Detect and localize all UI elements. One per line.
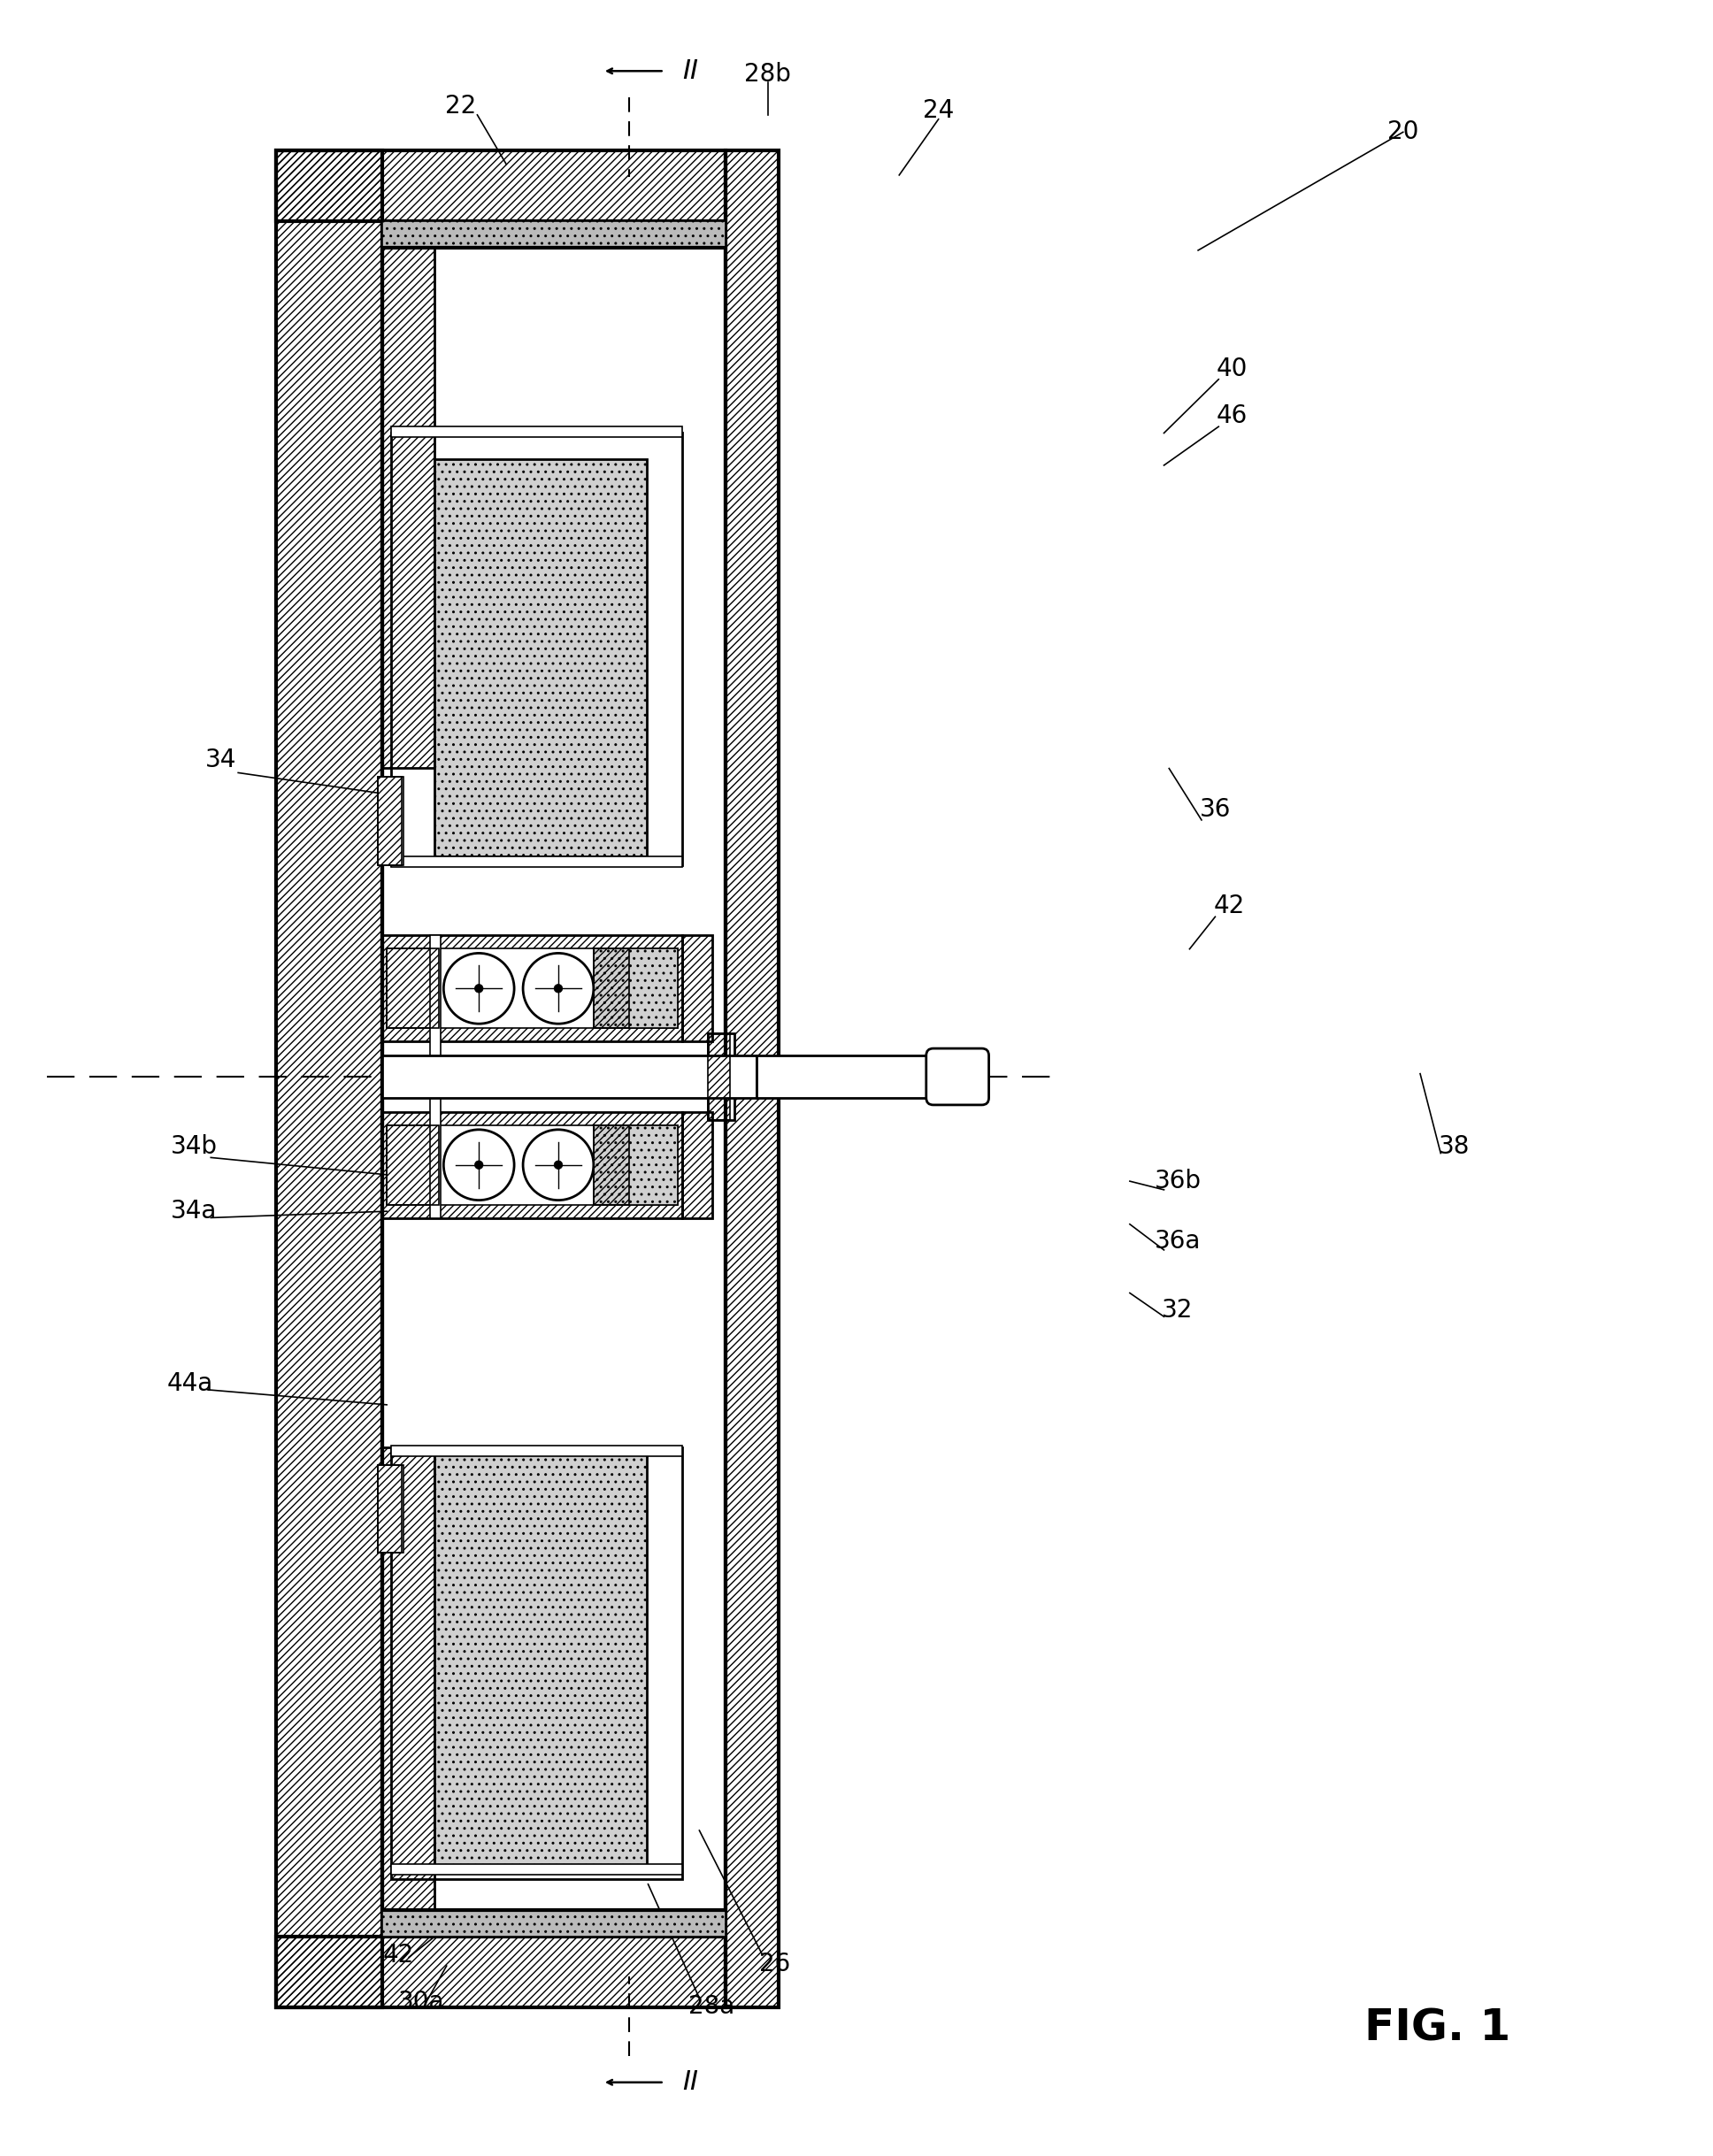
Bar [726, 151, 779, 2007]
Bar [430, 936, 440, 1218]
Bar [382, 248, 726, 1910]
Bar [382, 1910, 726, 1936]
Text: 28b: 28b [743, 63, 791, 86]
Bar [382, 1056, 757, 1097]
Bar [435, 459, 646, 856]
Text: 44a: 44a [168, 1371, 214, 1395]
Bar [391, 427, 682, 438]
Text: 30a: 30a [397, 1990, 444, 2016]
Bar [377, 776, 403, 865]
Bar [707, 1033, 730, 1119]
Bar [594, 949, 629, 1028]
Bar [594, 1125, 629, 1205]
Text: 38: 38 [1439, 1134, 1470, 1160]
Bar [276, 1936, 726, 2007]
Bar [594, 1125, 677, 1205]
Bar [382, 1447, 435, 1910]
Text: 34: 34 [206, 748, 236, 772]
Bar [391, 856, 682, 867]
Text: 22: 22 [445, 95, 476, 119]
Bar [435, 1447, 646, 1871]
Text: 32: 32 [1161, 1298, 1194, 1322]
Bar [594, 949, 677, 1028]
Bar [382, 248, 726, 1910]
FancyBboxPatch shape [927, 1048, 988, 1104]
Bar [391, 1447, 682, 1880]
Text: 40: 40 [1216, 356, 1249, 382]
Bar [391, 1445, 682, 1455]
Circle shape [522, 1130, 594, 1201]
Text: 42: 42 [1213, 893, 1244, 918]
Text: 42: 42 [384, 1943, 415, 1968]
Text: 34b: 34b [170, 1134, 218, 1160]
Circle shape [522, 953, 594, 1024]
Text: 20: 20 [1388, 121, 1418, 144]
Circle shape [475, 1160, 483, 1169]
Bar [377, 1464, 404, 1552]
Bar [385, 949, 677, 1028]
Text: 28a: 28a [689, 1994, 735, 2020]
Bar [385, 949, 439, 1028]
Bar [385, 1125, 439, 1205]
Bar [276, 151, 382, 2007]
Circle shape [475, 985, 483, 992]
Bar [382, 220, 726, 248]
Bar [382, 936, 682, 1041]
Bar [707, 1033, 735, 1119]
Bar [391, 1865, 682, 1876]
Bar [377, 1464, 403, 1552]
Text: 24: 24 [923, 99, 954, 123]
Bar [391, 433, 682, 865]
Bar [682, 1112, 713, 1218]
Bar [682, 936, 713, 1041]
Bar [377, 776, 404, 865]
Circle shape [553, 985, 562, 992]
Bar [382, 248, 435, 768]
Text: 36b: 36b [1155, 1169, 1201, 1194]
Text: 46: 46 [1216, 403, 1247, 429]
Bar [385, 1125, 677, 1205]
Text: FIG. 1: FIG. 1 [1364, 2007, 1511, 2050]
Text: 34a: 34a [171, 1199, 218, 1225]
Text: II: II [683, 58, 699, 84]
Circle shape [444, 953, 514, 1024]
Text: 36: 36 [1199, 798, 1232, 821]
Text: 36a: 36a [1155, 1229, 1201, 1255]
Bar [757, 1056, 934, 1097]
Text: 26: 26 [759, 1951, 790, 1977]
Text: II: II [683, 2070, 699, 2096]
Circle shape [553, 1160, 562, 1169]
Bar [382, 1112, 682, 1218]
Bar [276, 151, 726, 220]
Circle shape [444, 1130, 514, 1201]
